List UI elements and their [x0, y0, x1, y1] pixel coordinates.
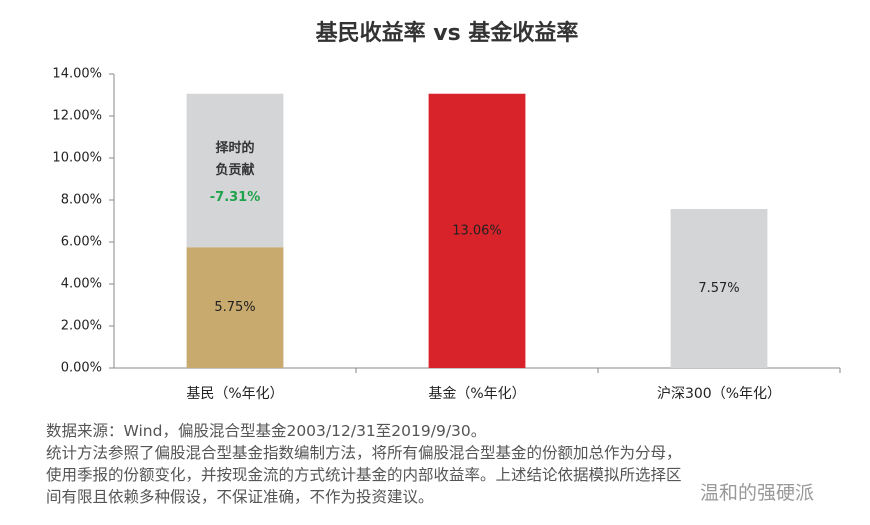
y-tick-label: 10.00%: [52, 151, 102, 166]
chart-title: 基民收益率 vs 基金收益率: [316, 20, 579, 46]
value-label: -7.31%: [210, 190, 261, 205]
value-label: 5.75%: [214, 300, 255, 315]
value-label: 7.57%: [698, 281, 739, 296]
x-tick-label: 基金（%年化）: [428, 385, 525, 400]
note: 间有限且依赖多种假设，不保证准确，不作为投资建议。: [46, 488, 434, 506]
bar: [186, 93, 284, 248]
chart: 基民收益率 vs 基金收益率 0.00% 2.00% 4.00% 6.00% 8.00%…: [52, 20, 841, 400]
y-tick-label: 2.00%: [61, 319, 102, 334]
note: 统计方法参照了偏股混合型基金指数编制方法，将所有偏股混合型基金的份额加总作为分母…: [46, 444, 682, 462]
x-tick-label: 基民（%年化）: [186, 385, 283, 400]
y-tick-label: 6.00%: [61, 235, 102, 250]
note: 使用季报的份额变化，并按现金流的方式统计基金的内部收益率。上述结论依据模拟所选择…: [46, 466, 682, 484]
bar: [670, 209, 768, 368]
watermark: 温和的强硬派: [700, 482, 815, 504]
segment-name: 择时的负贡献: [215, 140, 255, 178]
y-tick-label: 4.00%: [61, 277, 102, 292]
y-tick-label: 0.00%: [61, 361, 102, 376]
note: 数据来源：Wind，偏股混合型基金2003/12/31至2019/9/30。: [46, 422, 487, 440]
x-tick-label: 沪深300（%年化）: [657, 386, 781, 400]
y-tick-label: 14.00%: [52, 67, 102, 82]
y-tick-label: 12.00%: [52, 109, 102, 124]
bar: [186, 247, 284, 368]
value-label: 13.06%: [452, 223, 502, 238]
bar: [428, 93, 526, 369]
y-tick-label: 8.00%: [61, 193, 102, 208]
